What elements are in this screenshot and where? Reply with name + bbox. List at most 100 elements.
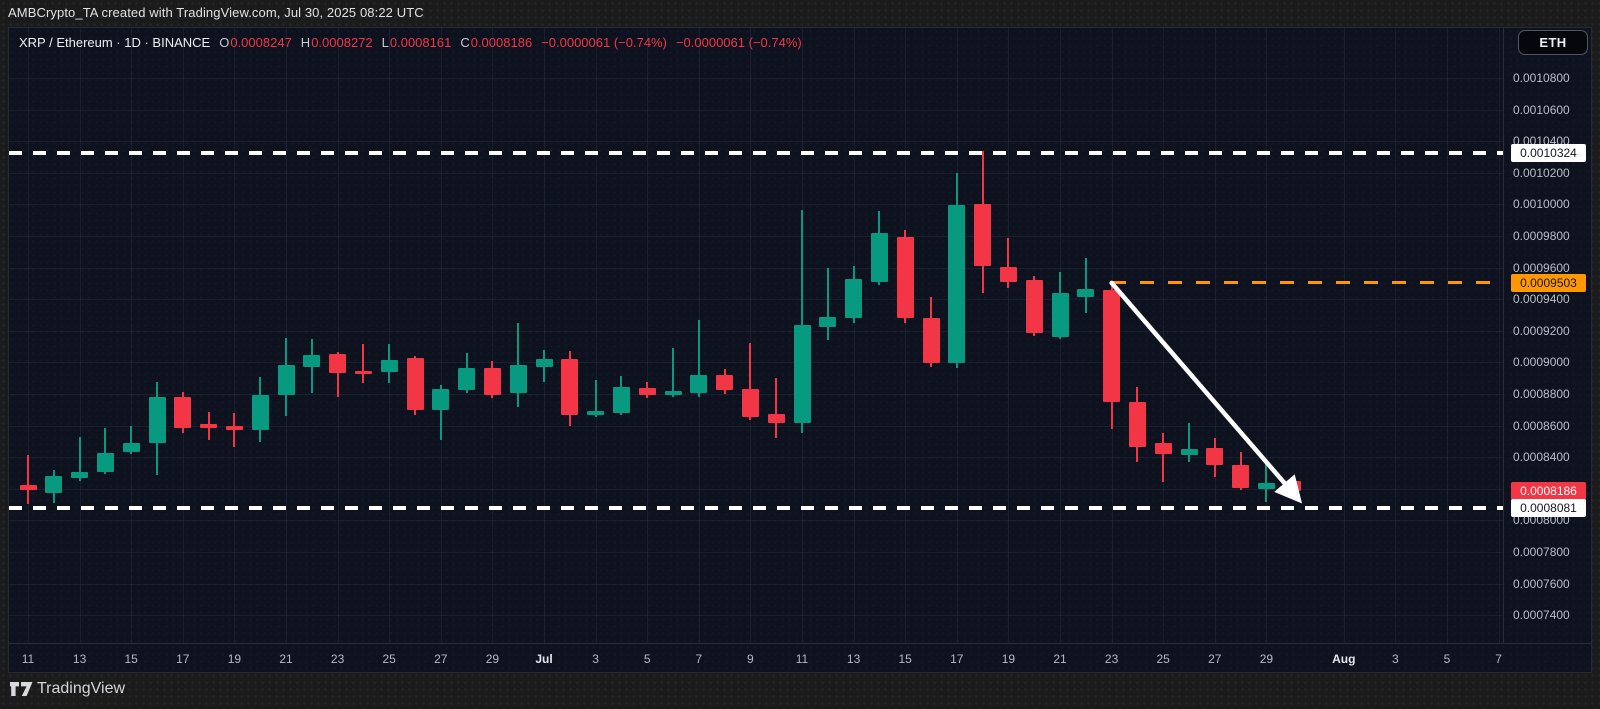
time-axis-label: 7	[695, 652, 703, 666]
time-axis[interactable]: 11 13 15 17 19 21 23 25 27 29 Jul 3 5 7 9 11 13 15 17 19 21 2…	[9, 643, 1591, 672]
time-axis-label: 13	[846, 652, 861, 666]
time-axis-label: 25	[1156, 652, 1170, 666]
gridline-horizontal	[9, 583, 1503, 585]
resistance-price-label: 0.0010324	[1511, 144, 1586, 163]
gridline-vertical	[1008, 28, 1010, 643]
gridline-horizontal	[9, 615, 1503, 617]
candle-down	[896, 236, 914, 318]
candle-down	[974, 204, 992, 266]
gridline-vertical	[1163, 28, 1165, 643]
support-line[interactable]	[9, 505, 1503, 510]
price-axis-label: 0.0010600	[1513, 102, 1570, 117]
price-axis-label: 0.0007400	[1513, 608, 1570, 623]
time-axis-label: 3	[592, 652, 599, 666]
time-axis-label: 9	[747, 652, 754, 666]
candle-wick	[336, 351, 339, 397]
candle-up	[664, 390, 682, 395]
gridline-vertical	[337, 28, 339, 643]
gridline-vertical	[1447, 28, 1448, 643]
candle-down	[767, 414, 785, 424]
symbol-title[interactable]: XRP / Ethereum · 1D · BINANCE	[19, 35, 211, 50]
time-axis-label: Jul	[535, 652, 553, 666]
candle-wick	[1007, 238, 1010, 288]
gridline-horizontal	[9, 425, 1503, 427]
candle-up	[690, 374, 708, 393]
chart-widget: XRP / Ethereum · 1D · BINANCE O0.0008247…	[8, 27, 1592, 673]
trend-arrow-drawing[interactable]	[9, 28, 1503, 643]
time-axis-label: 27	[434, 652, 448, 666]
price-axis-label: 0.0009000	[1513, 355, 1570, 370]
time-axis-label: 13	[72, 652, 87, 666]
candle-down	[19, 484, 37, 490]
candle-down	[741, 388, 759, 417]
candle-wick	[439, 384, 442, 440]
resistance-line[interactable]	[9, 151, 1503, 156]
candle-wick	[1162, 432, 1165, 482]
price-axis-label: 0.0010000	[1513, 197, 1570, 212]
candle-down	[225, 425, 243, 430]
candle-down	[1206, 447, 1224, 466]
candle-wick	[1084, 257, 1087, 313]
candle-down	[354, 370, 372, 374]
candle-down	[716, 374, 734, 390]
time-axis-label: 15	[124, 652, 138, 666]
gridline-vertical	[1343, 28, 1345, 643]
candle-up	[303, 354, 321, 367]
time-axis-label: 21	[279, 652, 293, 666]
footer-bar: TradingView	[0, 673, 1600, 709]
candle-down	[1154, 442, 1172, 454]
attribution-bar: AMBCrypto_TA created with TradingView.co…	[0, 0, 1600, 27]
time-axis-label: 11	[795, 652, 809, 666]
gridline-vertical	[853, 28, 855, 643]
breakdown-level-line[interactable]	[1111, 281, 1503, 285]
time-axis-label: 19	[1001, 652, 1016, 666]
ohlc-open: O0.0008247	[219, 35, 292, 50]
chart-pane[interactable]: XRP / Ethereum · 1D · BINANCE O0.0008247…	[9, 28, 1503, 643]
price-axis[interactable]: ETH 0.0010800 0.0010600 0.0010400 0.0010200…	[1503, 28, 1591, 643]
candle-wick	[749, 342, 752, 420]
candle-wick	[27, 454, 29, 504]
time-axis-label: 19	[227, 652, 242, 666]
tradingview-logo-text[interactable]: TradingView	[37, 680, 126, 697]
time-axis-label: 17	[950, 652, 964, 666]
candle-down	[922, 317, 940, 363]
gridline-vertical	[440, 28, 442, 643]
candle-down	[329, 353, 347, 373]
price-axis-label: 0.0009800	[1513, 228, 1570, 243]
gridline-vertical	[182, 28, 184, 643]
candle-up	[819, 317, 837, 327]
gridline-vertical	[492, 28, 494, 643]
candle-up	[612, 386, 630, 413]
gridline-vertical	[750, 28, 752, 643]
gridline-horizontal	[9, 457, 1503, 459]
gridline-horizontal	[9, 488, 1503, 490]
time-axis-label: 3	[1392, 652, 1399, 666]
time-axis-label: 5	[643, 652, 651, 666]
gridline-horizontal	[9, 299, 1503, 301]
price-axis-label: 0.0008600	[1513, 418, 1570, 433]
time-axis-label: 23	[330, 652, 345, 666]
gridline-vertical	[234, 28, 236, 643]
gridline-horizontal	[9, 235, 1503, 237]
gridline-horizontal	[9, 267, 1503, 269]
gridline-vertical	[389, 28, 391, 643]
currency-toggle-eth-button[interactable]: ETH	[1518, 30, 1588, 55]
time-axis-label: 5	[1443, 652, 1451, 666]
candle-down	[200, 423, 218, 428]
candle-down	[561, 358, 579, 415]
price-axis-label: 0.0007800	[1513, 544, 1570, 559]
price-axis-label: 0.0010200	[1513, 165, 1570, 180]
gridline-horizontal	[9, 172, 1503, 174]
candle-wick	[775, 378, 778, 439]
last-price-label: 0.0008186	[1511, 481, 1586, 500]
candle-up	[845, 278, 863, 318]
candle-up	[380, 359, 398, 372]
support-price-label: 0.0008081	[1511, 498, 1586, 517]
price-axis-label: 0.0009200	[1513, 323, 1570, 338]
time-axis-label: 11	[21, 652, 35, 666]
candle-up	[251, 394, 269, 430]
symbol-info-row: XRP / Ethereum · 1D · BINANCE O0.0008247…	[19, 35, 802, 50]
gridline-horizontal	[9, 551, 1503, 553]
tradingview-logo-icon[interactable]	[10, 682, 33, 702]
candle-wick	[362, 343, 365, 383]
